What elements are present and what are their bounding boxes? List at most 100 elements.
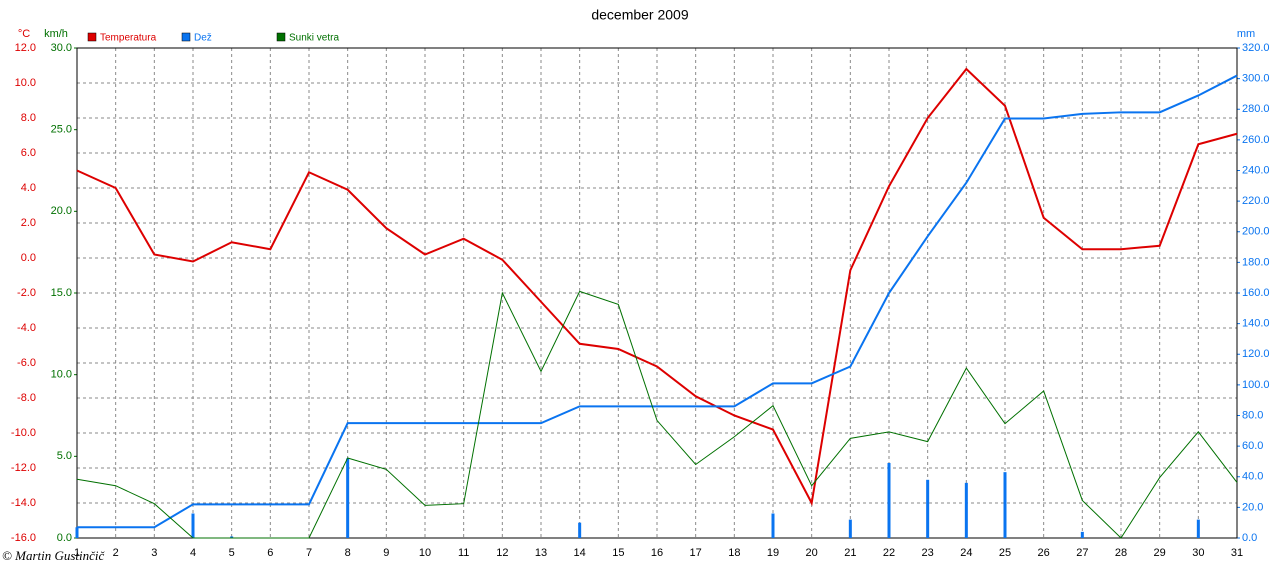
x-tick-label: 12: [496, 547, 508, 559]
rain-bar: [1196, 519, 1200, 538]
x-tick-label: 27: [1076, 547, 1088, 559]
x-tick-label: 17: [690, 547, 702, 559]
rain-bar: [230, 536, 234, 538]
x-tick-label: 18: [728, 547, 740, 559]
y-tick-label: 2.0: [21, 217, 36, 229]
rain-bar: [1080, 531, 1084, 538]
x-tick-label: 24: [960, 547, 972, 559]
y3-axis-unit: km/h: [44, 28, 68, 40]
x-tick-label: 15: [612, 547, 624, 559]
y2-tick-label: 220.0: [1242, 195, 1270, 207]
y-tick-label: -10.0: [11, 427, 36, 439]
legend-swatch: [87, 32, 97, 42]
y2-tick-label: 120.0: [1242, 348, 1270, 360]
y3-tick-label: 5.0: [57, 450, 72, 462]
x-tick-label: 21: [844, 547, 856, 559]
series-line: [76, 67, 1238, 507]
y2-tick-label: 20.0: [1242, 501, 1263, 513]
y-axis-unit: °C: [18, 28, 30, 40]
y2-tick-label: 60.0: [1242, 440, 1263, 452]
y-tick-label: -8.0: [17, 392, 36, 404]
y2-tick-label: 180.0: [1242, 256, 1270, 268]
y-tick-label: -12.0: [11, 462, 36, 474]
y-tick-label: 0.0: [21, 252, 36, 264]
x-tick-label: 29: [1154, 547, 1166, 559]
y-tick-label: 12.0: [15, 42, 36, 54]
y3-tick-label: 0.0: [57, 532, 72, 544]
y-tick-label: -2.0: [17, 287, 36, 299]
y2-tick-label: 160.0: [1242, 287, 1270, 299]
y-tick-label: -4.0: [17, 322, 36, 334]
y3-tick-label: 30.0: [51, 42, 72, 54]
x-tick-label: 6: [267, 547, 273, 559]
x-tick-label: 5: [229, 547, 235, 559]
y-tick-label: 4.0: [21, 182, 36, 194]
copyright: © Martin Gustinčič: [2, 548, 106, 563]
plot-border: [76, 47, 1238, 539]
y2-tick-label: 40.0: [1242, 471, 1263, 483]
y-tick-label: 10.0: [15, 77, 36, 89]
x-tick-label: 7: [306, 547, 312, 559]
legend-label: Sunki vetra: [289, 33, 339, 44]
legend-label: Dež: [194, 33, 212, 44]
y3-tick-label: 10.0: [51, 369, 72, 381]
rain-bar: [578, 522, 582, 538]
rain-bar: [346, 458, 350, 538]
y2-tick-label: 260.0: [1242, 134, 1270, 146]
rain-bar: [926, 479, 930, 538]
rain-bar: [771, 513, 775, 538]
y2-tick-label: 80.0: [1242, 409, 1263, 421]
legend-label: Temperatura: [100, 33, 157, 44]
y2-tick-label: 280.0: [1242, 103, 1270, 115]
y2-tick-label: 100.0: [1242, 379, 1270, 391]
y2-axis-unit: mm: [1237, 28, 1255, 40]
x-tick-label: 26: [1038, 547, 1050, 559]
x-tick-label: 30: [1192, 547, 1204, 559]
x-tick-label: 23: [922, 547, 934, 559]
legend-swatch: [181, 32, 191, 42]
y2-tick-label: 0.0: [1242, 532, 1257, 544]
x-tick-label: 25: [999, 547, 1011, 559]
x-tick-label: 28: [1115, 547, 1127, 559]
series-line: [77, 74, 1238, 529]
y-tick-label: -14.0: [11, 497, 36, 509]
rain-bar: [75, 527, 79, 538]
rain-bar: [191, 513, 195, 538]
x-tick-label: 19: [767, 547, 779, 559]
legend-swatch: [276, 32, 286, 42]
rain-bar: [887, 462, 891, 538]
y3-tick-label: 15.0: [51, 287, 72, 299]
x-tick-label: 20: [806, 547, 818, 559]
x-tick-label: 13: [535, 547, 547, 559]
y2-tick-label: 320.0: [1242, 42, 1270, 54]
series-line: [76, 290, 1238, 539]
y3-tick-label: 20.0: [51, 205, 72, 217]
x-tick-label: 22: [883, 547, 895, 559]
chart-title: december 2009: [591, 7, 689, 23]
x-tick-label: 16: [651, 547, 663, 559]
x-tick-label: 4: [190, 547, 196, 559]
y-tick-label: 8.0: [21, 112, 36, 124]
x-tick-label: 9: [383, 547, 389, 559]
x-tick-label: 31: [1231, 547, 1243, 559]
y2-tick-label: 240.0: [1242, 164, 1270, 176]
rain-bar: [964, 482, 968, 538]
rain-bar: [1003, 472, 1007, 538]
y-tick-label: -6.0: [17, 357, 36, 369]
x-tick-label: 11: [458, 547, 469, 559]
y-tick-label: -16.0: [11, 532, 36, 544]
y2-tick-label: 140.0: [1242, 318, 1270, 330]
y2-tick-label: 300.0: [1242, 73, 1270, 85]
y-tick-label: 6.0: [21, 147, 36, 159]
x-tick-label: 8: [345, 547, 351, 559]
y3-tick-label: 25.0: [51, 124, 72, 136]
y2-tick-label: 200.0: [1242, 226, 1270, 238]
x-tick-label: 3: [151, 547, 157, 559]
x-tick-label: 14: [574, 547, 586, 559]
x-tick-label: 10: [419, 547, 431, 559]
x-tick-label: 2: [113, 547, 119, 559]
x-tick-label: 1: [74, 547, 80, 559]
rain-bar: [848, 519, 852, 538]
